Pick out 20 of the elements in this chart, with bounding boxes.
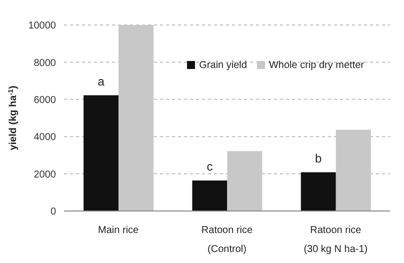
y-tick-label: 8000 <box>34 58 56 69</box>
bar <box>336 130 371 211</box>
bar <box>227 151 262 211</box>
x-tick-label: Ratoon rice (30 kg N ha-1) <box>304 225 368 255</box>
y-tick-label: 4000 <box>34 132 56 144</box>
legend-label: Whole crip dry metter <box>268 60 364 71</box>
bar <box>118 25 154 211</box>
y-tick-label: 0 <box>50 206 56 218</box>
bar <box>300 172 336 211</box>
annotation: a <box>98 74 105 88</box>
y-tick-label: 6000 <box>34 94 56 106</box>
legend-label: Grain yield <box>199 60 247 71</box>
y-tick-label: 10000 <box>28 20 56 32</box>
x-tick-label: Main rice <box>98 225 140 236</box>
annotation: b <box>315 151 322 166</box>
x-tick-label: Ratoon rice (Control) <box>201 225 254 255</box>
bar <box>192 180 228 211</box>
bar <box>84 95 119 211</box>
y-tick-label: 2000 <box>34 169 56 180</box>
annotation: c <box>206 159 213 174</box>
